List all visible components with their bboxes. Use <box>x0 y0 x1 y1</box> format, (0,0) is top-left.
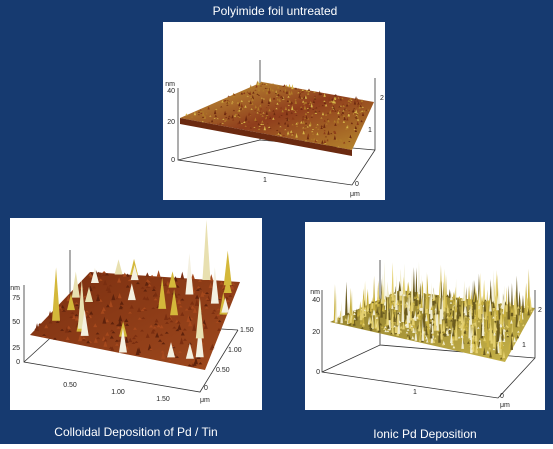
z-label: 0 <box>16 359 20 366</box>
y-label: 0 <box>204 385 208 392</box>
x-unit: μm <box>500 402 510 409</box>
z-unit: nm <box>310 289 320 296</box>
z-label: 0 <box>171 157 175 164</box>
page: nm 40 20 0 1 2 1 0 μm Polyimide foil unt… <box>0 0 553 449</box>
y-label: 1.50 <box>240 327 254 334</box>
z-unit: nm <box>10 285 20 292</box>
x-label: 0.50 <box>63 382 77 389</box>
z-label: 20 <box>167 119 175 126</box>
x-label: 1.00 <box>111 389 125 396</box>
x-label: 1 <box>413 389 417 396</box>
caption: Ionic Pd Deposition <box>373 427 476 441</box>
slide: nm 40 20 0 1 2 1 0 μm Polyimide foil unt… <box>0 0 553 444</box>
y-label: 1.00 <box>228 347 242 354</box>
x-unit: μm <box>200 397 210 404</box>
z-label: 25 <box>12 345 20 352</box>
y-label: 1 <box>368 127 372 134</box>
x-label: 1.50 <box>156 396 170 403</box>
z-label: 40 <box>312 297 320 304</box>
caption: Polyimide foil untreated <box>213 4 338 18</box>
y-label: 2 <box>538 307 542 314</box>
y-label: 2 <box>380 95 384 102</box>
x-label: 1 <box>263 177 267 184</box>
z-label: 0 <box>316 369 320 376</box>
y-label: 1 <box>522 342 526 349</box>
y-label: 0 <box>355 181 359 188</box>
caption: Colloidal Deposition of Pd / Tin <box>54 425 217 439</box>
x-unit: μm <box>350 191 360 198</box>
z-label: 40 <box>167 88 175 95</box>
y-label: 0 <box>500 393 504 400</box>
z-label: 75 <box>12 295 20 302</box>
z-label: 20 <box>312 329 320 336</box>
z-unit: nm <box>165 81 175 88</box>
z-label: 50 <box>12 319 20 326</box>
y-label: 0.50 <box>216 367 230 374</box>
